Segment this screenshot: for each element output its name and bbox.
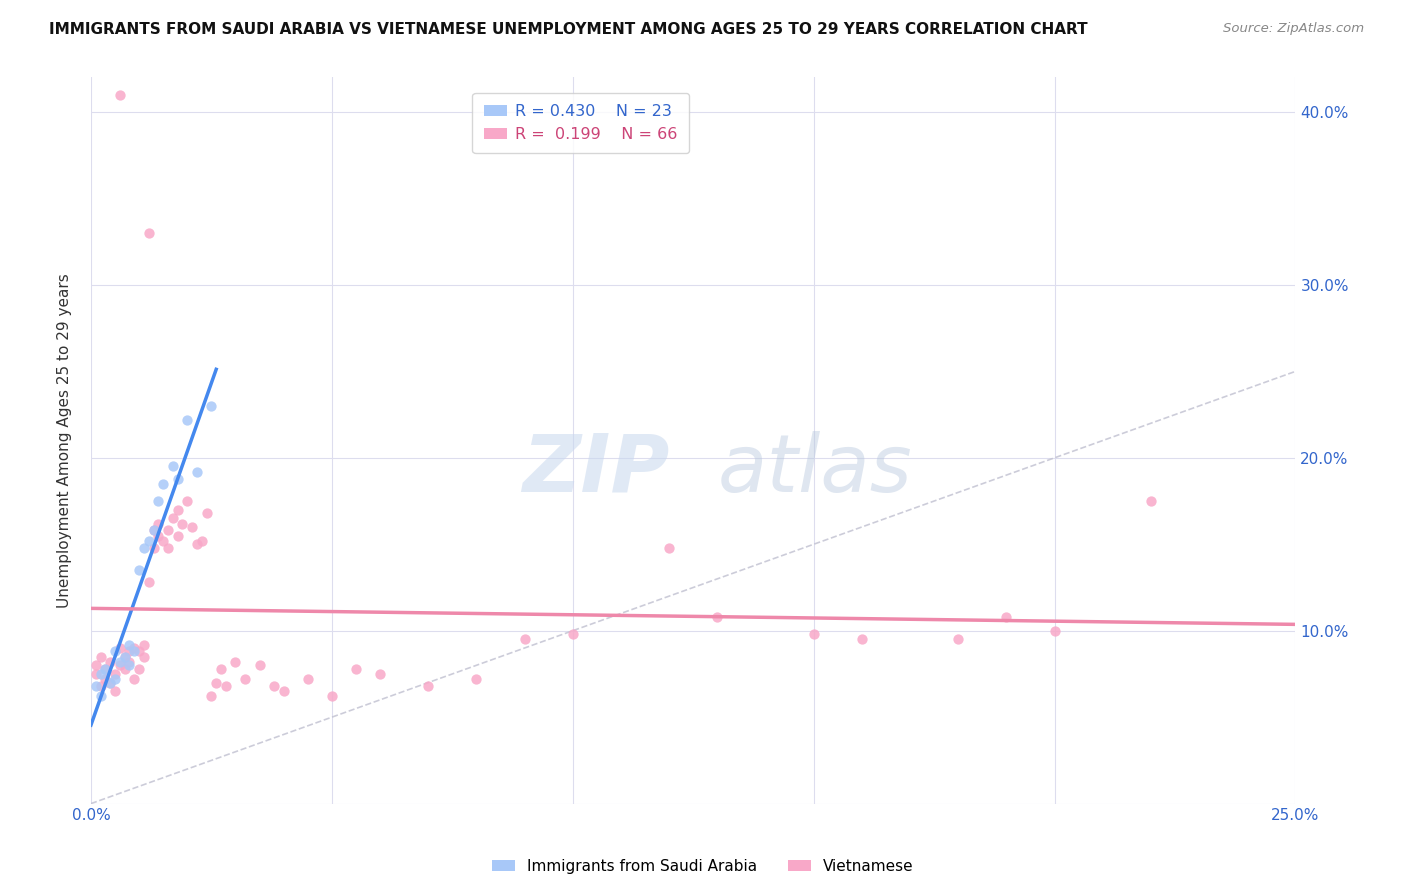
Point [108, 658, 131, 673]
Point [108, 655, 131, 669]
Point [706, 610, 728, 624]
Point [344, 662, 367, 676]
Text: ZIP: ZIP [522, 431, 669, 508]
Point [166, 528, 188, 542]
Point [84, 679, 107, 693]
Point [273, 684, 295, 698]
Text: Source: ZipAtlas.com: Source: ZipAtlas.com [1223, 22, 1364, 36]
Point [84, 667, 107, 681]
Point [297, 672, 319, 686]
Point [200, 690, 222, 704]
Point [148, 516, 170, 531]
Point [90, 667, 112, 681]
Point [142, 524, 165, 538]
Point [209, 662, 232, 676]
Point [104, 672, 127, 686]
Y-axis label: Unemployment Among Ages 25 to 29 years: Unemployment Among Ages 25 to 29 years [58, 273, 72, 608]
Point [181, 520, 204, 534]
Point [114, 662, 136, 676]
Point [132, 649, 155, 664]
Point [90, 679, 112, 693]
Point [84, 658, 107, 673]
Point [561, 627, 583, 641]
Point [124, 672, 146, 686]
Point [224, 655, 246, 669]
Point [114, 649, 136, 664]
Point [465, 672, 488, 686]
Point [152, 533, 174, 548]
Point [104, 667, 127, 681]
Point [148, 494, 170, 508]
Point [176, 413, 198, 427]
Point [152, 476, 174, 491]
Point [104, 684, 127, 698]
Point [162, 459, 184, 474]
Point [142, 541, 165, 555]
Point [513, 632, 536, 647]
Point [195, 506, 218, 520]
Point [90, 690, 112, 704]
Point [90, 649, 112, 664]
Point [94, 672, 117, 686]
Point [176, 494, 198, 508]
Point [166, 472, 188, 486]
Point [124, 644, 146, 658]
Point [108, 87, 131, 102]
Point [368, 667, 391, 681]
Point [215, 679, 238, 693]
Point [138, 533, 160, 548]
Point [128, 644, 150, 658]
Point [94, 662, 117, 676]
Point [98, 675, 121, 690]
Point [233, 672, 256, 686]
Point [200, 399, 222, 413]
Point [138, 226, 160, 240]
Point [995, 610, 1018, 624]
Point [118, 658, 141, 673]
Point [1043, 624, 1066, 638]
Point [98, 655, 121, 669]
Point [186, 465, 208, 479]
Legend: Immigrants from Saudi Arabia, Vietnamese: Immigrants from Saudi Arabia, Vietnamese [486, 853, 920, 880]
Point [249, 658, 271, 673]
Point [104, 644, 127, 658]
Point [803, 627, 825, 641]
Point [132, 541, 155, 555]
Legend: R = 0.430    N = 23, R =  0.199    N = 66: R = 0.430 N = 23, R = 0.199 N = 66 [472, 93, 689, 153]
Point [148, 528, 170, 542]
Point [98, 675, 121, 690]
Point [948, 632, 970, 647]
Point [157, 541, 180, 555]
Point [851, 632, 873, 647]
Point [166, 502, 188, 516]
Point [263, 679, 285, 693]
Point [162, 511, 184, 525]
Point [118, 655, 141, 669]
Point [108, 640, 131, 655]
Text: atlas: atlas [717, 431, 912, 508]
Point [94, 662, 117, 676]
Point [172, 516, 194, 531]
Point [142, 524, 165, 538]
Point [190, 533, 212, 548]
Point [321, 690, 343, 704]
Point [118, 638, 141, 652]
Point [157, 524, 180, 538]
Point [114, 649, 136, 664]
Point [138, 575, 160, 590]
Point [658, 541, 681, 555]
Point [128, 563, 150, 577]
Point [128, 662, 150, 676]
Point [124, 640, 146, 655]
Point [186, 537, 208, 551]
Point [418, 679, 440, 693]
Text: IMMIGRANTS FROM SAUDI ARABIA VS VIETNAMESE UNEMPLOYMENT AMONG AGES 25 TO 29 YEAR: IMMIGRANTS FROM SAUDI ARABIA VS VIETNAME… [49, 22, 1088, 37]
Point [1140, 494, 1163, 508]
Point [132, 638, 155, 652]
Point [118, 644, 141, 658]
Point [205, 675, 228, 690]
